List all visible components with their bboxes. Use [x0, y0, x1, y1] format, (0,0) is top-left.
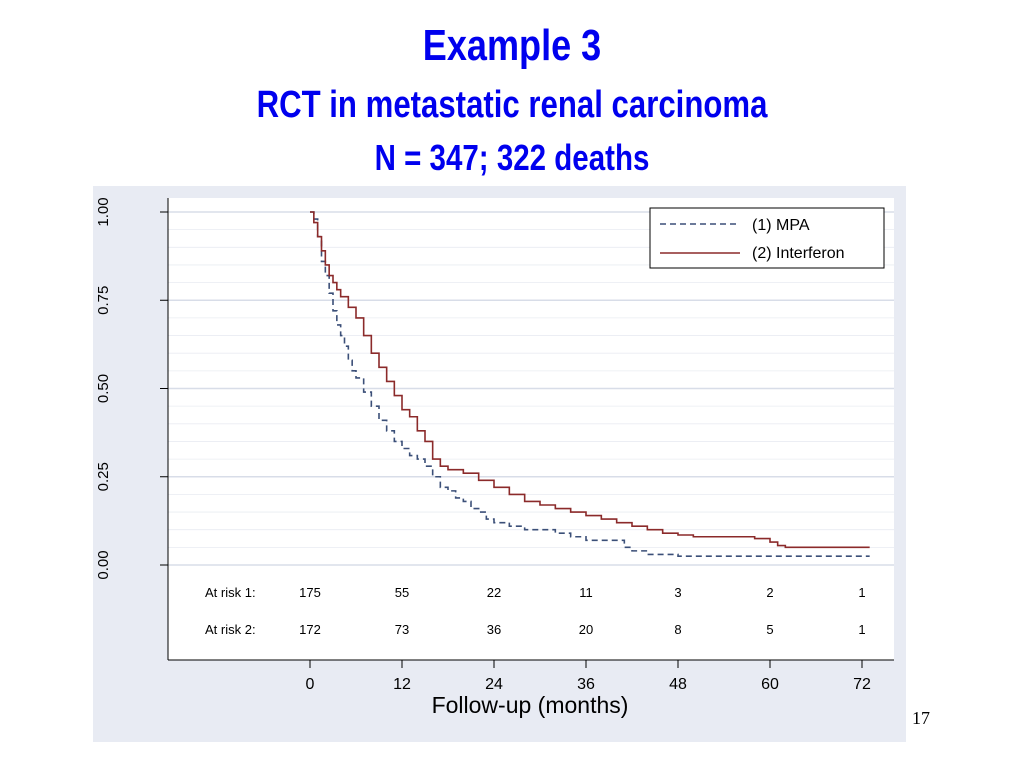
page-number: 17 — [912, 708, 930, 728]
risk-value: 3 — [674, 585, 681, 600]
y-tick-label: 0.00 — [95, 550, 112, 579]
y-tick-label: 0.25 — [95, 462, 112, 491]
x-tick-label: 12 — [393, 676, 411, 693]
risk-value: 55 — [395, 585, 409, 600]
risk-value: 1 — [858, 585, 865, 600]
series-mpa-curve — [310, 211, 870, 557]
risk-value: 175 — [299, 585, 321, 600]
legend-label-mpa: (1) MPA — [752, 217, 810, 234]
slide-title: Example 3 — [422, 21, 602, 70]
y-tick-label: 0.75 — [95, 286, 112, 315]
x-tick-label: 36 — [577, 676, 595, 693]
risk-value: 172 — [299, 622, 321, 637]
risk-value: 11 — [579, 585, 593, 600]
risk-table: At risk 1: 175 55 22 11 3 2 1 At risk 2: 172 73 36 2… — [205, 585, 866, 637]
x-tick-label: 24 — [485, 676, 503, 693]
x-tick-label: 0 — [306, 676, 315, 693]
risk-value: 22 — [487, 585, 501, 600]
y-tick-label: 0.50 — [95, 374, 112, 403]
legend-box — [649, 207, 885, 269]
risk-value: 1 — [858, 622, 865, 637]
risk-value: 8 — [674, 622, 681, 637]
risk-value: 2 — [766, 585, 773, 600]
legend: (1) MPA (2) Interferon — [649, 207, 885, 269]
slide-subtitle: RCT in metastatic renal carcinoma — [256, 84, 768, 126]
x-tick-label: 72 — [853, 676, 871, 693]
x-tick-label: 48 — [669, 676, 687, 693]
risk-value: 20 — [579, 622, 593, 637]
x-axis-label: Follow-up (months) — [432, 692, 629, 718]
series — [310, 211, 870, 557]
x-tick-label: 60 — [761, 676, 779, 693]
risk-row-label: At risk 2: — [205, 622, 256, 637]
ticks: 0.000.250.500.751.000 12 24 36 48 60 72 — [95, 197, 871, 693]
y-tick-label: 1.00 — [95, 197, 112, 226]
grid — [168, 211, 894, 566]
risk-row-label: At risk 1: — [205, 585, 256, 600]
risk-value: 73 — [395, 622, 409, 637]
risk-value: 5 — [766, 622, 773, 637]
plot-area — [168, 198, 894, 660]
legend-label-interferon: (2) Interferon — [752, 245, 844, 262]
series-interferon-curve — [310, 211, 870, 549]
axes — [167, 198, 894, 661]
slide-sample-size: N = 347; 322 deaths — [374, 137, 650, 178]
risk-value: 36 — [487, 622, 501, 637]
